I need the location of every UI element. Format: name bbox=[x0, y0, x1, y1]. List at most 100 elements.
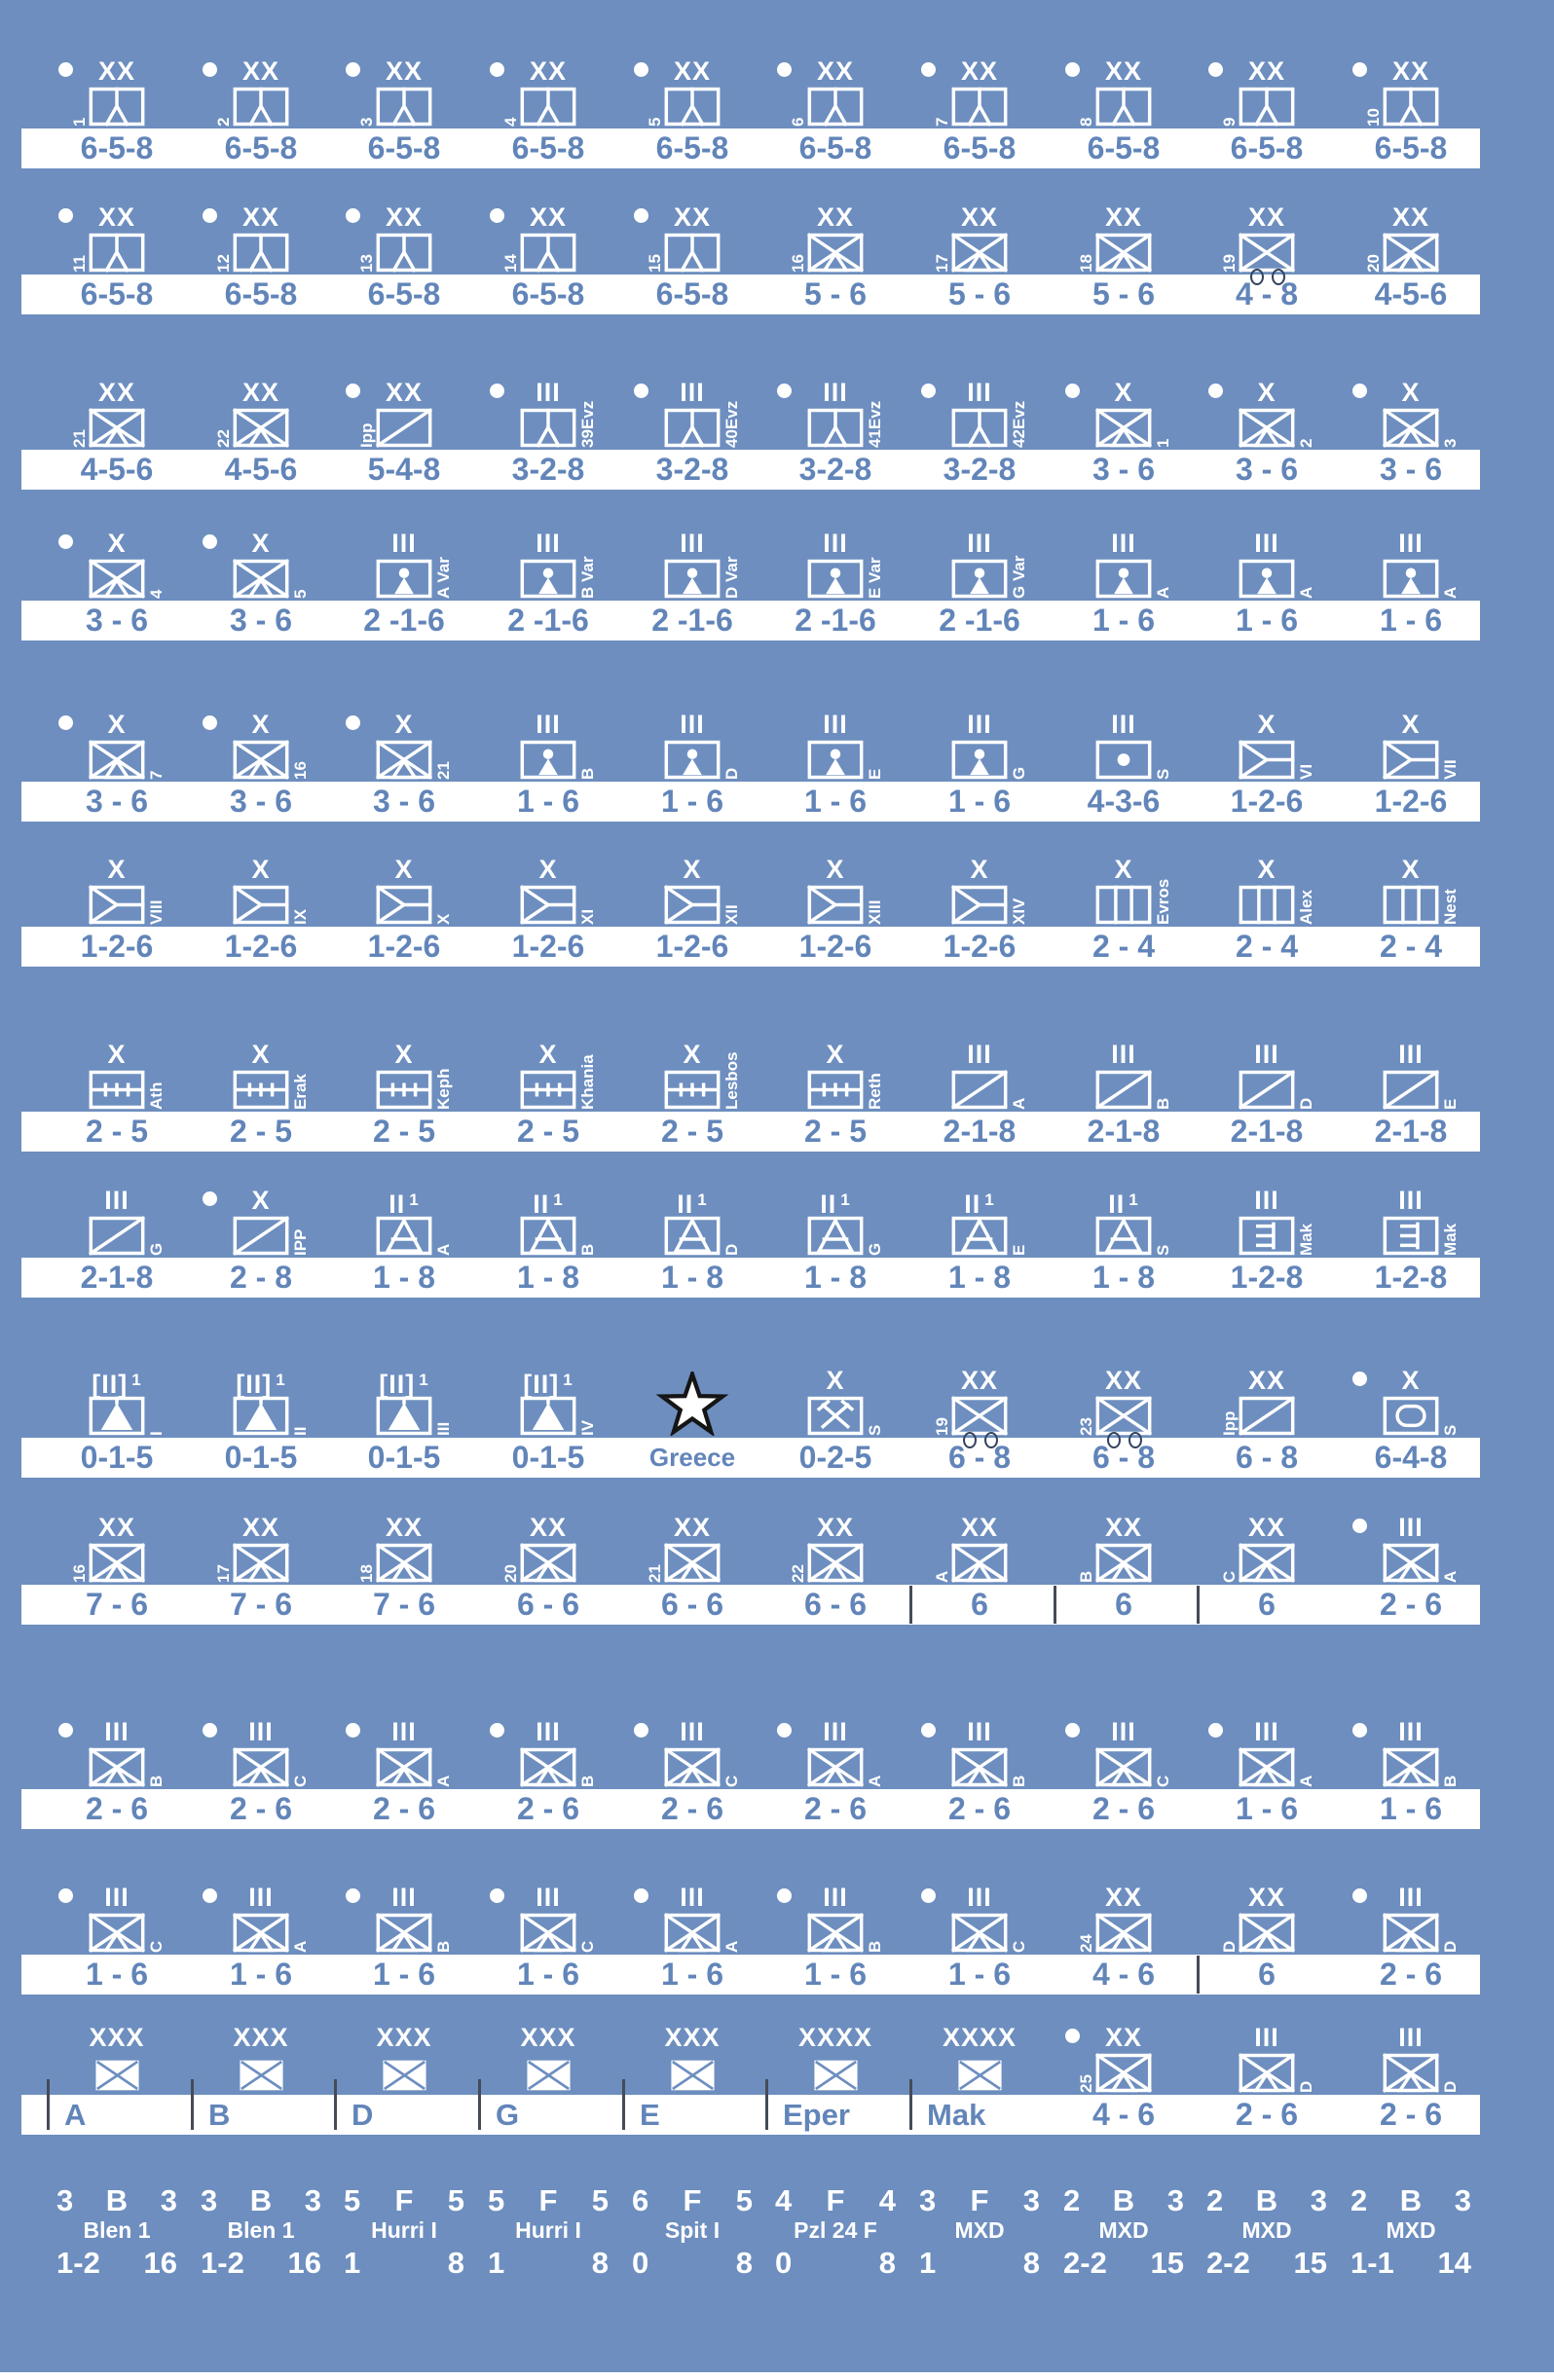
counter[interactable]: XXXX bbox=[907, 2025, 1052, 2097]
counter[interactable]: XX 18 bbox=[1052, 204, 1196, 276]
greece-marker[interactable] bbox=[620, 1372, 764, 1440]
counter[interactable]: III A bbox=[620, 1885, 764, 1957]
counter[interactable]: X XI bbox=[476, 857, 620, 929]
counter[interactable]: X Keph bbox=[332, 1042, 476, 1114]
counter[interactable]: XX 14 bbox=[476, 204, 620, 276]
counter[interactable]: III A Var bbox=[332, 531, 476, 603]
counter[interactable]: X Evros bbox=[1052, 857, 1196, 929]
counter[interactable]: XX 8 bbox=[1052, 58, 1196, 130]
counter[interactable]: X Erak bbox=[189, 1042, 333, 1114]
counter[interactable]: III C bbox=[907, 1885, 1052, 1957]
counter[interactable]: XX 19 bbox=[1195, 204, 1339, 285]
counter[interactable]: XXX bbox=[620, 2025, 764, 2097]
air-unit[interactable]: 3 B 3 Blen 1 1-2 16 bbox=[56, 2185, 177, 2278]
counter[interactable]: X 16 bbox=[189, 712, 333, 784]
counter[interactable]: III D Var bbox=[620, 531, 764, 603]
counter[interactable]: III B Var bbox=[476, 531, 620, 603]
air-unit[interactable]: 3 F 3 MXD 1 8 bbox=[919, 2185, 1040, 2278]
counter[interactable]: III A bbox=[1339, 531, 1483, 603]
counter[interactable]: III A bbox=[907, 1042, 1052, 1114]
counter[interactable]: III C bbox=[189, 1719, 333, 1791]
counter[interactable]: III G bbox=[45, 1188, 189, 1260]
counter[interactable]: XXX bbox=[189, 2025, 333, 2097]
counter[interactable]: III B bbox=[1052, 1042, 1196, 1114]
counter[interactable]: XX 16 bbox=[763, 204, 907, 276]
counter[interactable]: XXX bbox=[45, 2025, 189, 2097]
counter[interactable]: X XIV bbox=[907, 857, 1052, 929]
counter[interactable]: XX 21 bbox=[620, 1515, 764, 1587]
counter[interactable]: X Khania bbox=[476, 1042, 620, 1114]
counter[interactable]: XX 11 bbox=[45, 204, 189, 276]
counter[interactable]: III 42Evz bbox=[907, 380, 1052, 452]
air-unit[interactable]: 2 B 3 MXD 2-2 15 bbox=[1206, 2185, 1327, 2278]
counter[interactable]: II 1 S bbox=[1052, 1190, 1196, 1260]
counter[interactable]: XX A bbox=[907, 1515, 1052, 1587]
counter[interactable]: [II] 1 II bbox=[189, 1371, 333, 1440]
counter[interactable]: XX 13 bbox=[332, 204, 476, 276]
counter[interactable]: XX 17 bbox=[907, 204, 1052, 276]
counter[interactable]: III C bbox=[620, 1719, 764, 1791]
counter[interactable]: XX D bbox=[1195, 1885, 1339, 1957]
counter[interactable]: III A bbox=[1195, 531, 1339, 603]
counter[interactable]: III G bbox=[907, 712, 1052, 784]
counter[interactable]: III D bbox=[1339, 1885, 1483, 1957]
counter[interactable]: X 21 bbox=[332, 712, 476, 784]
counter[interactable]: II 1 E bbox=[907, 1190, 1052, 1260]
counter[interactable]: III E bbox=[763, 712, 907, 784]
counter[interactable]: III A bbox=[1195, 1719, 1339, 1791]
counter[interactable]: XX 4 bbox=[476, 58, 620, 130]
counter[interactable]: [II] 1 IV bbox=[476, 1371, 620, 1440]
counter[interactable]: XX C bbox=[1195, 1515, 1339, 1587]
counter[interactable]: III 41Evz bbox=[763, 380, 907, 452]
counter[interactable]: XXX bbox=[476, 2025, 620, 2097]
counter[interactable]: XX 18 bbox=[332, 1515, 476, 1587]
counter[interactable]: XX 23 bbox=[1052, 1368, 1196, 1448]
counter[interactable]: III Mak bbox=[1195, 1188, 1339, 1260]
counter[interactable]: XX 16 bbox=[45, 1515, 189, 1587]
counter[interactable]: III A bbox=[763, 1719, 907, 1791]
counter[interactable]: XX 25 bbox=[1052, 2025, 1196, 2097]
counter[interactable]: III B bbox=[763, 1885, 907, 1957]
counter[interactable]: XXX bbox=[332, 2025, 476, 2097]
counter[interactable]: III B bbox=[476, 712, 620, 784]
counter[interactable]: XXXX bbox=[763, 2025, 907, 2097]
counter[interactable]: XX 22 bbox=[189, 380, 333, 452]
counter[interactable]: II 1 B bbox=[476, 1190, 620, 1260]
counter[interactable]: III E Var bbox=[763, 531, 907, 603]
counter[interactable]: XX 7 bbox=[907, 58, 1052, 130]
counter[interactable]: X IPP bbox=[189, 1188, 333, 1260]
counter[interactable]: XX 17 bbox=[189, 1515, 333, 1587]
counter[interactable]: [II] 1 III bbox=[332, 1371, 476, 1440]
air-unit[interactable]: 3 B 3 Blen 1 1-2 16 bbox=[201, 2185, 321, 2278]
counter[interactable]: XX 24 bbox=[1052, 1885, 1196, 1957]
counter[interactable]: III D bbox=[1195, 2025, 1339, 2097]
counter[interactable]: X VII bbox=[1339, 712, 1483, 784]
counter[interactable]: XX 22 bbox=[763, 1515, 907, 1587]
counter[interactable]: II 1 A bbox=[332, 1190, 476, 1260]
counter[interactable]: III S bbox=[1052, 712, 1196, 784]
counter[interactable]: III A bbox=[1052, 531, 1196, 603]
counter[interactable]: III D bbox=[1195, 1042, 1339, 1114]
counter[interactable]: III C bbox=[45, 1885, 189, 1957]
counter[interactable]: III B bbox=[476, 1719, 620, 1791]
counter[interactable]: X VI bbox=[1195, 712, 1339, 784]
counter[interactable]: XX 5 bbox=[620, 58, 764, 130]
counter[interactable]: III C bbox=[1052, 1719, 1196, 1791]
counter[interactable]: XX Ipp bbox=[332, 380, 476, 452]
counter[interactable]: XX Ipp bbox=[1195, 1368, 1339, 1440]
counter[interactable]: X Nest bbox=[1339, 857, 1483, 929]
counter[interactable]: XX 6 bbox=[763, 58, 907, 130]
counter[interactable]: XX 20 bbox=[1339, 204, 1483, 276]
counter[interactable]: XX 9 bbox=[1195, 58, 1339, 130]
counter[interactable]: X XIII bbox=[763, 857, 907, 929]
